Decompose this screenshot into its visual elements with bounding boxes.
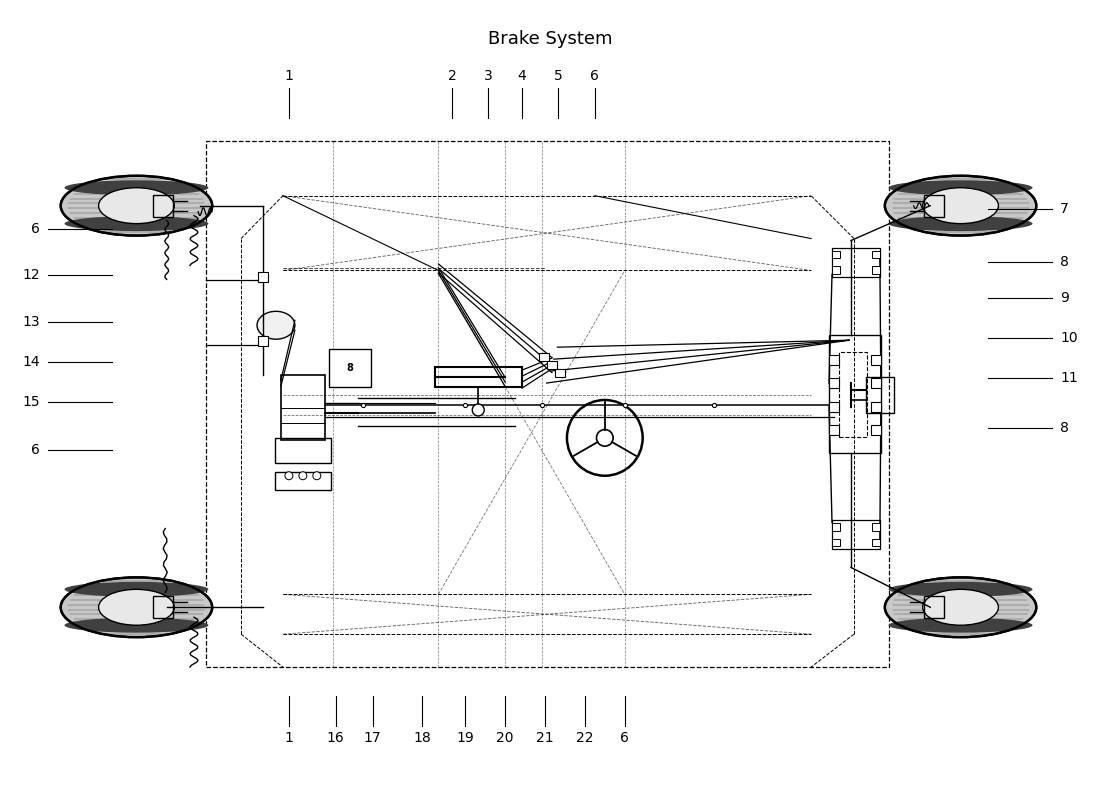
Ellipse shape — [884, 578, 1036, 637]
Text: 15: 15 — [22, 395, 40, 409]
Bar — [872, 538, 880, 546]
Ellipse shape — [99, 188, 174, 224]
Text: 3: 3 — [484, 69, 493, 83]
Bar — [871, 355, 881, 365]
Text: 19: 19 — [456, 731, 474, 745]
Bar — [832, 538, 840, 546]
Bar — [866, 377, 894, 413]
Bar — [329, 349, 371, 387]
Text: 6: 6 — [31, 443, 40, 457]
Bar — [829, 402, 839, 412]
Bar — [872, 250, 880, 258]
Ellipse shape — [99, 590, 174, 626]
Bar — [275, 438, 331, 462]
Ellipse shape — [65, 180, 208, 195]
Bar — [871, 378, 881, 388]
Text: 13: 13 — [22, 315, 40, 330]
Bar — [832, 247, 880, 278]
Circle shape — [285, 472, 293, 480]
Bar — [832, 522, 840, 530]
Bar — [872, 522, 880, 530]
Ellipse shape — [889, 582, 1033, 597]
Bar — [275, 472, 331, 490]
Text: 2: 2 — [448, 69, 456, 83]
Bar — [829, 335, 881, 453]
Text: 8: 8 — [1060, 421, 1069, 435]
Ellipse shape — [889, 180, 1033, 195]
Circle shape — [472, 404, 484, 416]
Text: Brake System: Brake System — [487, 30, 613, 48]
Text: 14: 14 — [22, 355, 40, 369]
Ellipse shape — [923, 590, 999, 626]
Text: 5: 5 — [553, 69, 562, 83]
Text: 1: 1 — [285, 731, 294, 745]
Ellipse shape — [65, 216, 208, 231]
Bar — [539, 353, 549, 361]
Ellipse shape — [60, 176, 212, 235]
Bar — [258, 336, 268, 346]
Bar — [924, 194, 944, 217]
Bar — [153, 596, 173, 618]
Ellipse shape — [884, 176, 1036, 235]
Text: 18: 18 — [414, 731, 431, 745]
Bar — [871, 425, 881, 435]
Text: 10: 10 — [1060, 331, 1078, 346]
Text: 9: 9 — [1060, 291, 1069, 306]
Text: 12: 12 — [22, 269, 40, 282]
Text: 11: 11 — [1060, 371, 1078, 385]
Ellipse shape — [889, 618, 1033, 633]
Bar — [280, 375, 324, 440]
Text: 16: 16 — [327, 731, 344, 745]
Text: 7: 7 — [1060, 202, 1069, 216]
Ellipse shape — [65, 582, 208, 597]
Text: 21: 21 — [536, 731, 553, 745]
Bar — [832, 519, 880, 550]
Bar — [924, 596, 944, 618]
Bar — [556, 369, 565, 377]
Bar — [872, 266, 880, 274]
Bar — [258, 273, 268, 282]
Bar — [153, 194, 173, 217]
Text: 6: 6 — [591, 69, 600, 83]
Text: 8: 8 — [346, 363, 353, 373]
Bar — [206, 141, 889, 667]
Ellipse shape — [923, 188, 999, 224]
Bar — [829, 425, 839, 435]
Text: 20: 20 — [496, 731, 514, 745]
Bar — [829, 378, 839, 388]
Ellipse shape — [60, 578, 212, 637]
Bar — [839, 352, 867, 437]
Text: 1: 1 — [285, 69, 294, 83]
Bar — [829, 355, 839, 365]
Ellipse shape — [889, 216, 1033, 231]
Text: 17: 17 — [364, 731, 382, 745]
Bar — [832, 250, 840, 258]
Ellipse shape — [257, 311, 295, 339]
Text: 6: 6 — [620, 731, 629, 745]
Text: 22: 22 — [576, 731, 594, 745]
Bar — [832, 266, 840, 274]
Circle shape — [312, 472, 321, 480]
Text: 4: 4 — [518, 69, 527, 83]
Text: 8: 8 — [1060, 255, 1069, 270]
Circle shape — [299, 472, 307, 480]
Bar — [871, 402, 881, 412]
Text: 6: 6 — [31, 222, 40, 235]
Ellipse shape — [65, 618, 208, 633]
Bar — [547, 361, 557, 369]
